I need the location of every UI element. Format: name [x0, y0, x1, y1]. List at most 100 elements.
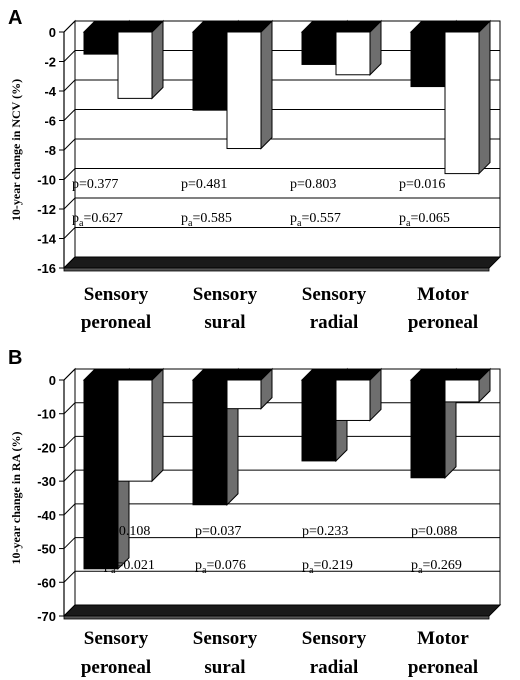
y-tick-label: -10 — [37, 173, 56, 188]
bar-side — [260, 19, 273, 150]
pa-value-label: pa=0.557 — [290, 211, 341, 229]
pa-prefix: p — [181, 211, 188, 226]
grid-line-diag — [63, 109, 76, 121]
pa-value-label: pa=0.627 — [72, 211, 123, 229]
bar-front — [301, 31, 337, 65]
x-category-label-line2: peroneal — [408, 312, 478, 333]
y-tick-label: -40 — [37, 508, 56, 523]
grid-line-diag — [63, 138, 76, 151]
x-category-label-line2: sural — [204, 657, 245, 678]
bar — [116, 367, 165, 483]
bar-front — [444, 31, 480, 175]
x-category-label-line2: sural — [204, 312, 245, 333]
bar-front — [83, 31, 119, 55]
bar-front — [192, 379, 228, 506]
p-value-label: p=0.803 — [290, 177, 336, 192]
pa-value-label: pa=0.021 — [104, 558, 155, 576]
bar — [225, 367, 274, 410]
bar — [334, 367, 383, 422]
pa-prefix: p — [195, 558, 202, 573]
pa-subscript: a — [111, 565, 116, 576]
y-tick-label: -12 — [37, 202, 56, 217]
x-category-label-line2: peroneal — [408, 657, 478, 678]
bar-side — [151, 19, 164, 100]
x-category-label-line2: peroneal — [81, 312, 151, 333]
grid-line-diag — [63, 50, 76, 62]
pa-value: =0.627 — [83, 211, 122, 226]
bar — [82, 367, 131, 571]
x-category-label-line1: Motor — [417, 284, 469, 305]
bar-front — [226, 31, 262, 150]
pa-prefix: p — [399, 211, 406, 226]
plot-floor — [62, 604, 502, 617]
y-tick-label: -60 — [37, 575, 56, 590]
x-category-label-line1: Sensory — [302, 284, 367, 305]
y-tick-label: -30 — [37, 474, 56, 489]
pa-subscript: a — [309, 565, 314, 576]
bar-front — [117, 379, 153, 482]
y-tick-label: -4 — [44, 84, 56, 99]
x-category-label-line1: Motor — [417, 628, 469, 649]
x-category-label-line2: radial — [310, 657, 359, 678]
bar-front — [117, 31, 153, 99]
pa-value-label: pa=0.219 — [302, 558, 353, 576]
pa-prefix: p — [104, 558, 111, 573]
bar — [443, 367, 492, 404]
bar — [225, 19, 274, 150]
bar-front — [410, 379, 446, 479]
pa-value: =0.076 — [206, 558, 245, 573]
y-tick-label: 0 — [49, 373, 56, 388]
pa-prefix: p — [411, 558, 418, 573]
pa-subscript: a — [79, 218, 84, 229]
pa-value: =0.269 — [422, 558, 461, 573]
p-value-label: p=0.108 — [104, 524, 150, 539]
chart-svg-a: A 0 -2 -4 -6 -8 -10 -12 -14 -16 10-year change in … — [8, 7, 502, 333]
bar-side — [151, 367, 164, 483]
bar — [443, 19, 492, 175]
pa-value: =0.585 — [192, 211, 231, 226]
p-value-label: p=0.016 — [399, 177, 445, 192]
pa-value-label: pa=0.269 — [411, 558, 462, 576]
pa-value: =0.219 — [313, 558, 352, 573]
y-tick-label: -10 — [37, 407, 56, 422]
y-tick-label: -50 — [37, 542, 56, 557]
bar-front — [301, 379, 337, 462]
grid-line-diag — [63, 197, 76, 210]
grid-line-diag — [63, 469, 76, 482]
p-value-label: p=0.233 — [302, 524, 348, 539]
p-value-label: p=0.377 — [72, 177, 118, 192]
pa-value-label: pa=0.585 — [181, 211, 232, 229]
bar-front — [83, 379, 119, 570]
panel-label: B — [8, 347, 22, 369]
y-tick-label: -16 — [37, 261, 56, 276]
y-tick-label: -14 — [37, 232, 57, 247]
bar-front — [335, 379, 371, 421]
pa-value-label: pa=0.076 — [195, 558, 246, 576]
bar-front — [335, 31, 371, 76]
bar-front — [192, 31, 228, 111]
grid-line-diag — [63, 227, 76, 239]
p-value-label: p=0.088 — [411, 524, 457, 539]
y-axis-label: 10-year change in NCV (%) — [9, 79, 23, 221]
bar-front — [226, 379, 262, 410]
pa-prefix: p — [72, 211, 79, 226]
pa-value: =0.557 — [301, 211, 340, 226]
pa-subscript: a — [297, 218, 302, 229]
grid-line-diag — [63, 503, 76, 516]
plot-floor — [62, 256, 502, 269]
x-category-label-line1: Sensory — [84, 628, 149, 649]
y-tick-label: -2 — [44, 55, 56, 70]
y-tick-label: -70 — [37, 609, 56, 624]
p-value-label: p=0.481 — [181, 177, 227, 192]
plot-side-wall — [63, 367, 76, 618]
chart-svg-b: B 0 -10 -20 -30 -40 -50 -60 -70 10-year change in… — [8, 347, 502, 678]
bar-side — [478, 19, 491, 175]
bar-front — [410, 31, 446, 88]
y-tick-label: -20 — [37, 440, 56, 455]
pa-value-label: pa=0.065 — [399, 211, 450, 229]
plot-floor-edge — [63, 615, 490, 620]
pa-subscript: a — [202, 565, 207, 576]
grid-line-diag — [63, 168, 76, 180]
x-category-label-line1: Sensory — [84, 284, 149, 305]
chart-panel-b: B 0 -10 -20 -30 -40 -50 -60 -70 10-year change in… — [0, 340, 520, 680]
